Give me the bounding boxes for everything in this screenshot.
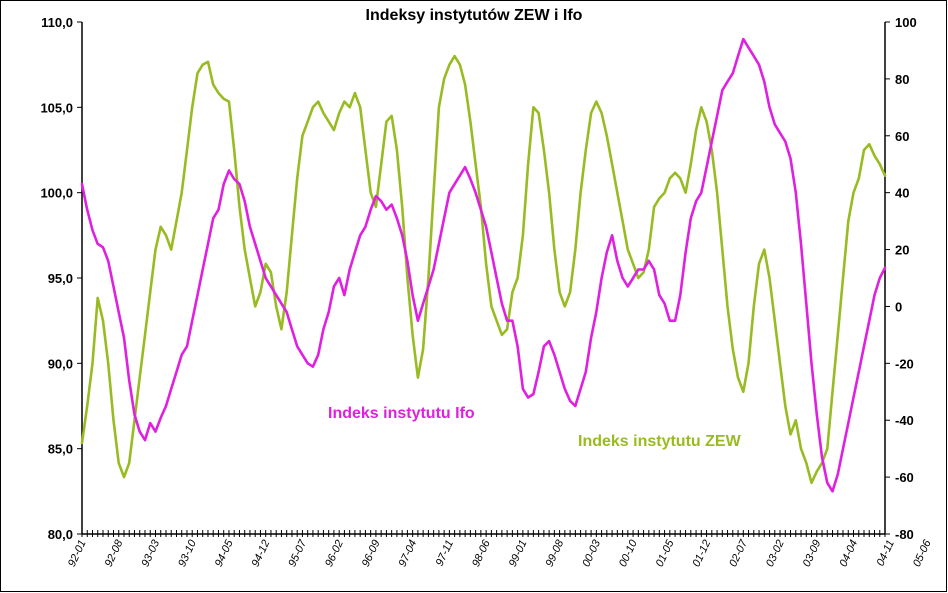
series-line-zew (80, 54, 887, 485)
y-right-tick-label: 40 (895, 186, 909, 201)
y-right-tick-label: -60 (895, 470, 914, 485)
y-left-tick-label: 85,0 (48, 442, 73, 457)
y-left-tick-label: 100,0 (40, 186, 73, 201)
y-right-tick-label: 60 (895, 129, 909, 144)
annotation-zew: Indeks instytutu ZEW (578, 433, 742, 450)
y-left-tick-label: 95,0 (48, 271, 73, 286)
y-left-tick-label: 80,0 (48, 527, 73, 542)
chart-title: Indeksy instytutów ZEW i Ifo (366, 7, 583, 24)
y-left-tick-label: 110,0 (41, 15, 73, 30)
series-layer (80, 37, 887, 493)
y-right-tick-label: 20 (895, 243, 909, 258)
y-left-tick-label: 90,0 (48, 356, 73, 371)
y-right-tick-label: 100 (895, 15, 917, 30)
y-right-tick-label: 80 (895, 72, 909, 87)
y-right-tick-label: -80 (895, 527, 914, 542)
series-line-ifo (80, 37, 887, 493)
y-left-tick-label: 105,0 (40, 100, 73, 115)
y-right-tick-label: 0 (895, 299, 902, 314)
annotation-ifo: Indeks instytutu Ifo (328, 405, 475, 422)
y-right-tick-label: -20 (895, 356, 914, 371)
y-right-tick-label: -40 (895, 413, 914, 428)
